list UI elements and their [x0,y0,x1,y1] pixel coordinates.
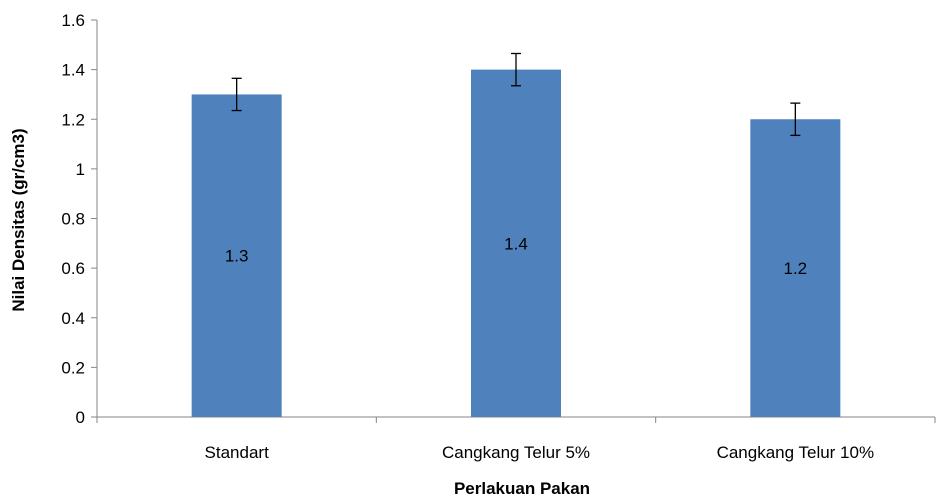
y-tick-label: 0.4 [61,309,85,328]
y-tick-label: 1.4 [61,61,85,80]
y-tick-label: 1 [76,160,85,179]
y-tick-label: 0.2 [61,358,85,377]
bar [750,119,841,417]
y-tick-label: 0.6 [61,259,85,278]
x-tick-label: Standart [205,443,270,462]
data-labels: 1.3 1.4 1.2 [225,234,807,278]
y-tick-label: 1.2 [61,110,85,129]
y-tick-label: 0.8 [61,210,85,229]
x-tick-label: Cangkang Telur 10% [717,443,875,462]
bar [471,69,561,417]
data-label: 1.3 [225,247,249,266]
x-ticks: Standart Cangkang Telur 5% Cangkang Telur … [96,417,936,462]
error-bars [231,52,801,137]
y-axis-title: Nilai Densitas (gr/cm3) [9,128,28,311]
y-tick-label: 0 [76,408,85,427]
y-ticks: 0 0.2 0.4 0.6 0.8 1 1.2 1.4 1.6 [61,11,97,427]
bars [191,69,841,417]
y-tick-label: 1.6 [61,11,85,30]
data-label: 1.4 [504,234,528,253]
data-label: 1.2 [784,259,808,278]
x-axis-title: Perlakuan Pakan [454,479,590,498]
x-tick-label: Cangkang Telur 5% [442,443,590,462]
bar [191,94,282,417]
